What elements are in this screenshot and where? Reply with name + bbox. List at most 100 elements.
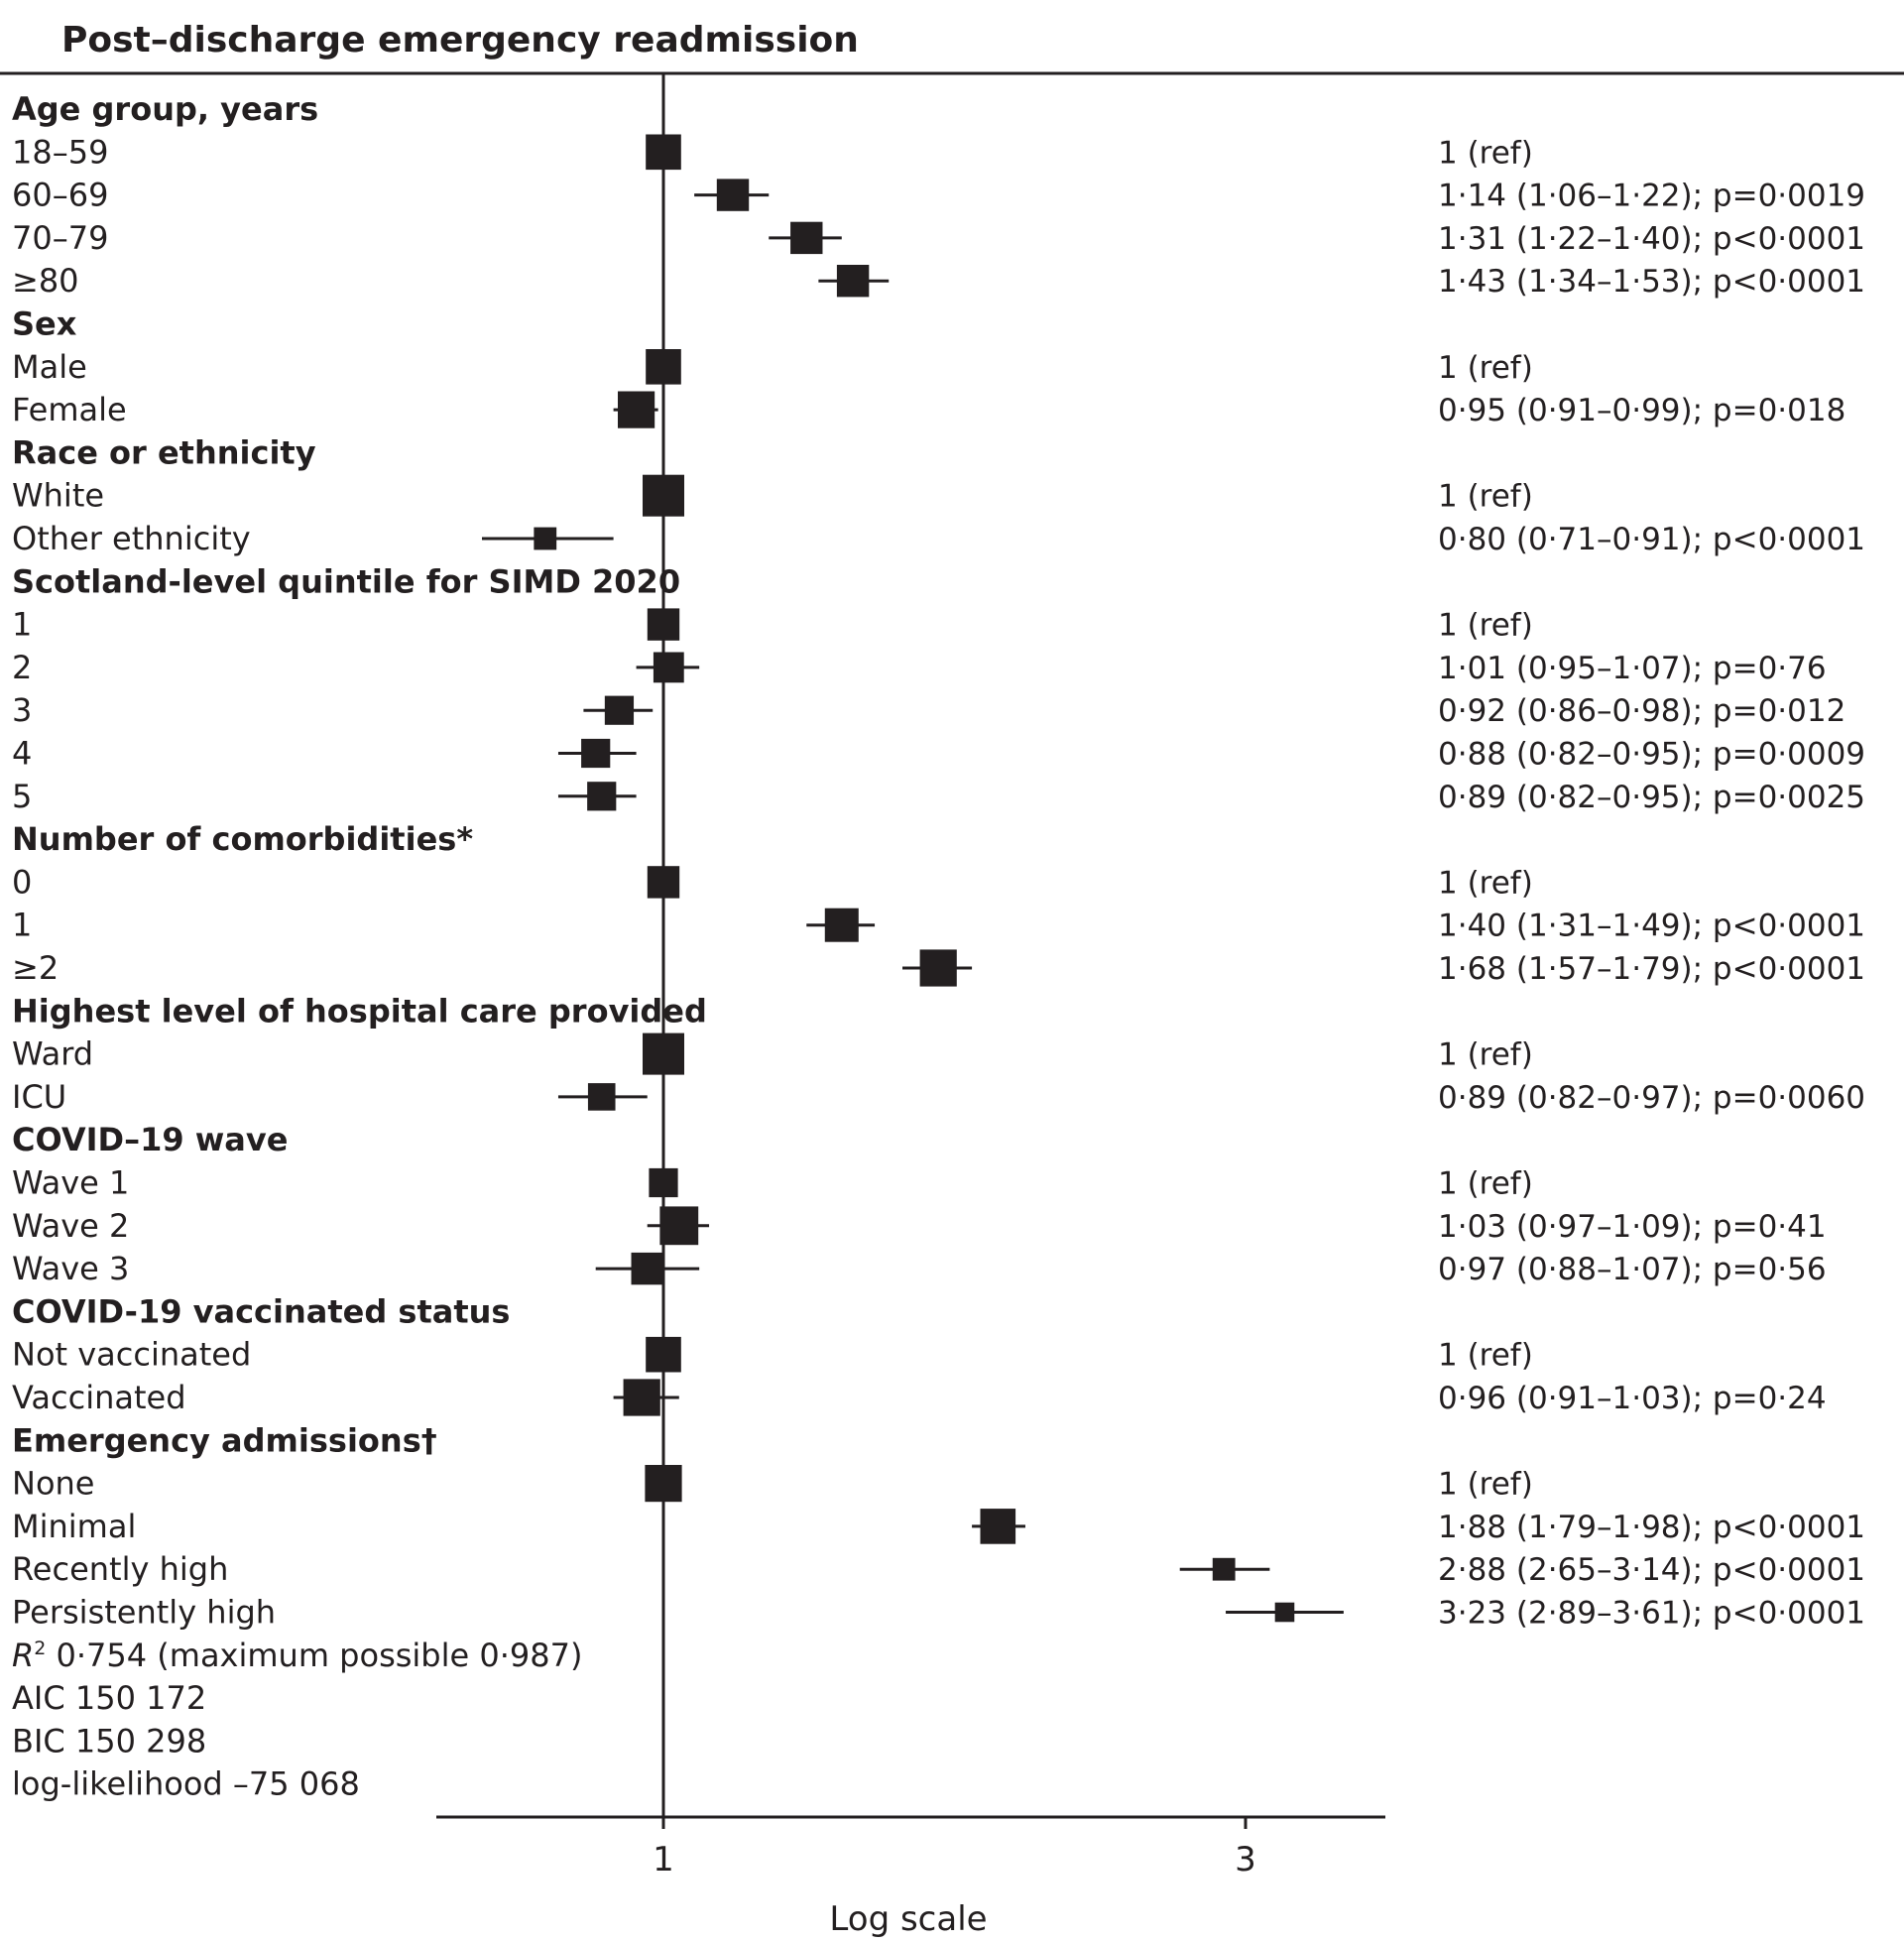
row-label: None (12, 1465, 94, 1503)
row-label: 18–59 (12, 133, 108, 171)
row-wave-3-27: Wave 3 0·97 (0·88–1·07); p=0·56 (12, 1250, 1827, 1287)
row-label: 60–69 (12, 177, 108, 214)
estimate-text: 1 (ref) (1438, 135, 1533, 171)
point-estimate (1274, 1602, 1295, 1623)
estimate-text: 0·95 (0·91–0·99); p=0·018 (1438, 393, 1845, 428)
estimate-text: 1·68 (1·57–1·79); p<0·0001 (1438, 951, 1865, 987)
row-label: Female (12, 391, 127, 428)
estimate-text: 1 (ref) (1438, 865, 1533, 901)
group-header-emergency-admissions: Emergency admissions† (12, 1421, 437, 1459)
estimate-text: 0·89 (0·82–0·97); p=0·0060 (1438, 1080, 1865, 1116)
row-recently-high-34: Recently high 2·88 (2·65–3·14); p<0·0001 (12, 1550, 1865, 1588)
row-wave-1-25: Wave 1 1 (ref) (12, 1164, 1533, 1202)
row-other-ethnicity-10: Other ethnicity 0·80 (0·71–0·91); p<0·000… (12, 520, 1865, 557)
point-estimate (647, 866, 680, 899)
row-4-15: 4 0·88 (0·82–0·95); p=0·0009 (12, 735, 1865, 773)
point-estimate (836, 265, 870, 298)
row-ge2-20: ≥2 1·68 (1·57–1·79); p<0·0001 (12, 949, 1865, 987)
estimate-text: 2·88 (2·65–3·14); p<0·0001 (1438, 1552, 1865, 1588)
estimate-text: 1 (ref) (1438, 1037, 1533, 1073)
point-estimate (716, 179, 750, 211)
footnote-value: 0·754 (maximum possible 0·987) (46, 1637, 582, 1674)
row-label: ICU (12, 1078, 66, 1116)
estimate-text: 0·88 (0·82–0·95); p=0·0009 (1438, 737, 1865, 773)
row-label: Wave 3 (12, 1250, 129, 1287)
row-female-7: Female 0·95 (0·91–0·99); p=0·018 (12, 391, 1845, 428)
row-male-6: Male 1 (ref) (12, 348, 1533, 386)
point-estimate (587, 1083, 616, 1111)
row-label: Vaccinated (12, 1379, 186, 1416)
group-header-covid-19-wave: COVID–19 wave (12, 1121, 288, 1158)
point-estimate (534, 527, 557, 550)
row-vaccinated-30: Vaccinated 0·96 (0·91–1·03); p=0·24 (12, 1379, 1827, 1416)
estimate-text: 1 (ref) (1438, 1467, 1533, 1503)
group-header-scotland-level-quintile-for-simd-2020: Scotland-level quintile for SIMD 2020 (12, 562, 680, 600)
estimate-text: 1·88 (1·79–1·98); p<0·0001 (1438, 1510, 1865, 1545)
estimate-text: 1·40 (1·31–1·49); p<0·0001 (1438, 909, 1865, 944)
point-estimate (646, 1336, 681, 1373)
row-18-59-1: 18–59 1 (ref) (12, 133, 1533, 171)
estimate-text: 1·43 (1·34–1·53); p<0·0001 (1438, 264, 1865, 300)
row-label: Not vaccinated (12, 1336, 251, 1374)
row-ward-22: Ward 1 (ref) (12, 1032, 1533, 1075)
estimate-text: 1·31 (1·22–1·40); p<0·0001 (1438, 221, 1865, 257)
row-label: Wave 2 (12, 1207, 129, 1245)
row-label: Male (12, 348, 87, 386)
row-label: Recently high (12, 1550, 228, 1588)
footnote-3: log-likelihood –75 068 (12, 1765, 360, 1803)
point-estimate (649, 1167, 678, 1198)
point-estimate (919, 949, 957, 987)
estimate-text: 1·14 (1·06–1·22); p=0·0019 (1438, 179, 1865, 214)
row-label: 70–79 (12, 219, 108, 257)
row-60-69-2: 60–69 1·14 (1·06–1·22); p=0·0019 (12, 177, 1865, 214)
row-label: ≥80 (12, 262, 79, 300)
plot-rows: Age group, years 18–59 1 (ref) 60–69 1·14 (1… (12, 90, 1865, 1632)
estimate-text: 1 (ref) (1438, 350, 1533, 386)
estimate-text: 1·03 (0·97–1·09); p=0·41 (1438, 1209, 1827, 1245)
group-header-race-or-ethnicity: Race or ethnicity (12, 433, 316, 471)
group-header-number-of-comorbidities: Number of comorbidities* (12, 820, 473, 858)
row-label: 5 (12, 778, 32, 815)
estimate-text: 0·96 (0·91–1·03); p=0·24 (1438, 1381, 1827, 1416)
row-label: 1 (12, 907, 32, 944)
footnote-1: AIC 150 172 (12, 1679, 206, 1717)
group-header-sex: Sex (12, 305, 77, 343)
row-label: White (12, 477, 104, 515)
point-estimate (581, 738, 611, 769)
row-70-79-3: 70–79 1·31 (1·22–1·40); p<0·0001 (12, 219, 1865, 257)
row-label: 3 (12, 691, 32, 729)
row-1-19: 1 1·40 (1·31–1·49); p<0·0001 (12, 907, 1865, 944)
row-none-32: None 1 (ref) (12, 1465, 1533, 1503)
group-header-highest-level-of-hospital-care-provided: Highest level of hospital care provided (12, 992, 707, 1030)
point-estimate (824, 908, 859, 942)
group-header-covid-19-vaccinated-status: COVID-19 vaccinated status (12, 1292, 510, 1330)
point-estimate (646, 349, 681, 385)
model-fit-footnotes: R2 0·754 (maximum possible 0·987) AIC 150… (12, 1637, 582, 1803)
row-1-12: 1 1 (ref) (12, 606, 1533, 644)
chart-title: Post–discharge emergency readmission (61, 20, 859, 61)
estimate-text: 0·89 (0·82–0·95); p=0·0025 (1438, 780, 1865, 815)
row-label: 4 (12, 735, 32, 773)
row-5-16: 5 0·89 (0·82–0·95); p=0·0025 (12, 778, 1865, 815)
point-estimate (645, 1465, 682, 1503)
footnote-0: R2 0·754 (maximum possible 0·987) (12, 1637, 582, 1674)
row-ge80-4: ≥80 1·43 (1·34–1·53); p<0·0001 (12, 262, 1865, 300)
row-label: ≥2 (12, 949, 59, 987)
point-estimate (617, 391, 655, 428)
estimate-text: 1 (ref) (1438, 608, 1533, 644)
estimate-text: 0·80 (0·71–0·91); p<0·0001 (1438, 522, 1865, 557)
estimate-text: 0·97 (0·88–1·07); p=0·56 (1438, 1252, 1827, 1287)
row-label: Persistently high (12, 1594, 276, 1632)
row-label: 0 (12, 863, 32, 901)
row-label: 2 (12, 649, 32, 686)
estimate-text: 3·23 (2·89–3·61); p<0·0001 (1438, 1596, 1865, 1632)
point-estimate (587, 782, 617, 811)
row-wave-2-26: Wave 2 1·03 (0·97–1·09); p=0·41 (12, 1206, 1827, 1246)
footnote-2: BIC 150 298 (12, 1722, 206, 1760)
point-estimate (646, 134, 681, 171)
row-2-13: 2 1·01 (0·95–1·07); p=0·76 (12, 649, 1827, 686)
group-header-age-group-years: Age group, years (12, 90, 318, 128)
footnote-superscript: 2 (34, 1638, 46, 1659)
